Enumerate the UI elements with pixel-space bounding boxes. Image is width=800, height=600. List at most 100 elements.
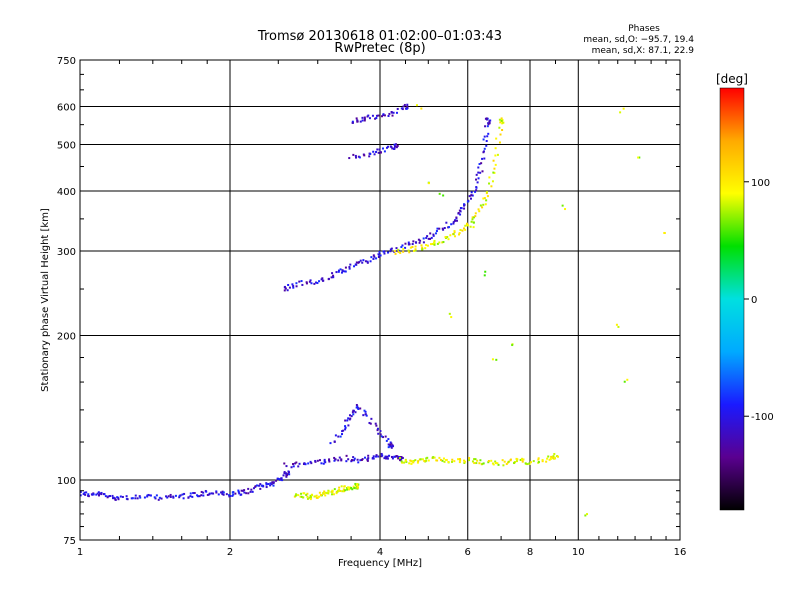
data-point xyxy=(97,491,100,494)
data-point xyxy=(379,430,382,433)
data-point xyxy=(355,261,358,264)
data-point xyxy=(363,116,366,119)
x-tick-label: 4 xyxy=(377,547,383,558)
data-point xyxy=(322,492,325,495)
data-point xyxy=(283,289,286,292)
data-point xyxy=(463,203,466,206)
data-point xyxy=(443,460,446,463)
data-point xyxy=(486,125,489,128)
data-point xyxy=(364,456,367,459)
data-point xyxy=(348,266,351,269)
data-point xyxy=(363,154,366,157)
data-point xyxy=(427,182,430,185)
data-point xyxy=(80,494,82,497)
data-point xyxy=(488,122,491,125)
data-point xyxy=(378,148,381,151)
data-point xyxy=(333,488,336,491)
chart-title: Tromsø 20130618 01:02:00–01:03:43 xyxy=(257,29,502,44)
data-point xyxy=(381,454,384,457)
data-point xyxy=(399,459,402,462)
data-point xyxy=(172,495,175,498)
data-point xyxy=(363,119,366,122)
data-point xyxy=(338,456,341,459)
data-point xyxy=(355,406,358,409)
data-point xyxy=(366,458,369,461)
data-point xyxy=(384,456,387,459)
data-point xyxy=(343,270,346,273)
data-point xyxy=(470,191,473,194)
data-point xyxy=(356,120,359,123)
data-point xyxy=(502,121,505,124)
data-point xyxy=(337,435,340,438)
data-point xyxy=(108,494,111,497)
data-point xyxy=(285,475,288,478)
data-point xyxy=(285,474,288,477)
data-point xyxy=(421,458,424,461)
data-point xyxy=(334,458,337,461)
data-point xyxy=(433,243,436,246)
data-point xyxy=(187,496,190,499)
data-point xyxy=(617,325,620,328)
data-point xyxy=(281,479,284,482)
data-point xyxy=(305,493,308,496)
data-point xyxy=(243,489,246,492)
data-point xyxy=(172,496,175,499)
data-point xyxy=(309,495,312,498)
data-point xyxy=(494,460,497,463)
data-point xyxy=(85,491,88,494)
data-point xyxy=(459,213,462,216)
data-point xyxy=(550,455,553,458)
data-point xyxy=(509,459,512,462)
data-point xyxy=(352,485,355,488)
data-point xyxy=(390,111,393,114)
data-point xyxy=(490,459,493,462)
data-point xyxy=(308,280,311,283)
data-point xyxy=(353,457,356,460)
data-point xyxy=(494,163,497,166)
data-point xyxy=(486,195,489,198)
data-point xyxy=(482,151,485,154)
data-point xyxy=(143,496,146,499)
data-point xyxy=(87,493,90,496)
data-point xyxy=(344,425,347,428)
data-point xyxy=(402,105,405,108)
data-point xyxy=(382,113,385,116)
data-point xyxy=(380,452,383,455)
data-point xyxy=(283,472,286,475)
data-point xyxy=(304,463,307,466)
data-point xyxy=(346,488,349,491)
data-point xyxy=(324,491,327,494)
data-point xyxy=(158,496,161,499)
data-point xyxy=(372,254,375,257)
data-point xyxy=(197,495,200,498)
data-point xyxy=(387,446,390,449)
data-point xyxy=(450,316,453,319)
data-point xyxy=(333,440,336,443)
data-point xyxy=(310,496,313,499)
data-point xyxy=(308,496,311,499)
data-point xyxy=(402,250,405,253)
data-point xyxy=(444,459,447,462)
data-point xyxy=(272,481,275,484)
data-point xyxy=(126,498,129,501)
data-point xyxy=(309,498,312,501)
data-point xyxy=(255,484,258,487)
data-point xyxy=(526,463,529,466)
data-point xyxy=(348,267,351,270)
data-point xyxy=(463,204,466,207)
data-point xyxy=(295,493,298,496)
data-point xyxy=(238,492,241,495)
data-point xyxy=(425,459,428,462)
data-point xyxy=(420,244,423,247)
data-point xyxy=(212,492,215,495)
data-point xyxy=(386,457,389,460)
data-point xyxy=(394,252,397,255)
data-point xyxy=(103,493,106,496)
data-point xyxy=(272,484,275,487)
data-point xyxy=(351,411,354,414)
data-point xyxy=(335,492,338,495)
data-point xyxy=(465,224,468,227)
data-point xyxy=(458,233,461,236)
data-point xyxy=(436,459,439,462)
data-point xyxy=(457,211,460,214)
